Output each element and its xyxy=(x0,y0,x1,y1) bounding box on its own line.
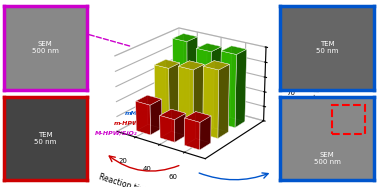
Bar xyxy=(332,105,365,134)
Text: TEM
50 nm: TEM 50 nm xyxy=(34,132,57,145)
Text: SEM
500 nm: SEM 500 nm xyxy=(32,41,59,54)
X-axis label: Reaction time (min): Reaction time (min) xyxy=(98,172,173,187)
Text: SEM
500 nm: SEM 500 nm xyxy=(313,152,341,165)
Text: TEM
50 nm: TEM 50 nm xyxy=(316,41,338,54)
